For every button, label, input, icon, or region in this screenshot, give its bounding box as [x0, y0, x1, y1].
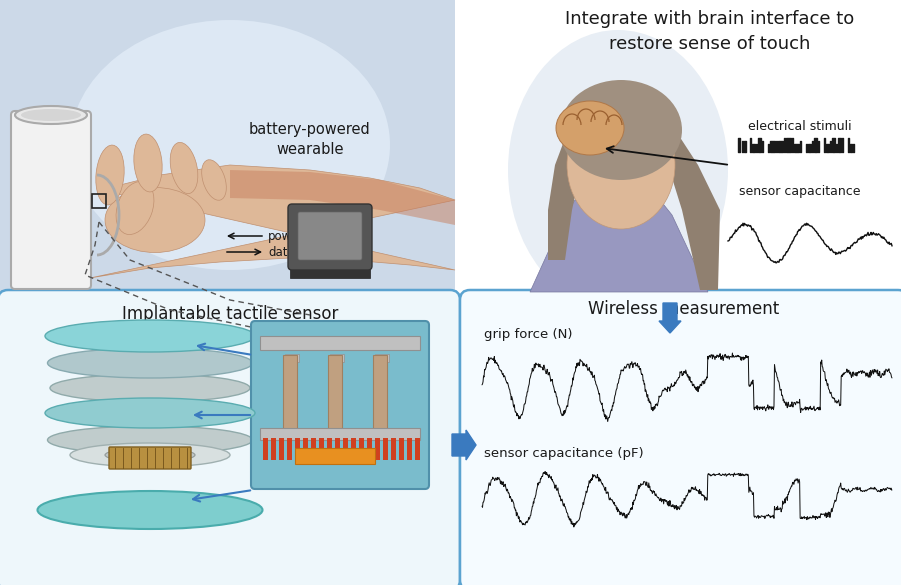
Ellipse shape — [50, 374, 250, 402]
Ellipse shape — [116, 181, 154, 235]
Bar — [399, 438, 404, 460]
Ellipse shape — [170, 142, 198, 194]
Bar — [319, 438, 324, 460]
FancyBboxPatch shape — [11, 111, 91, 289]
Ellipse shape — [105, 448, 195, 462]
Bar — [303, 438, 308, 460]
Text: Integrate with brain interface to
restore sense of touch: Integrate with brain interface to restor… — [565, 10, 855, 53]
FancyBboxPatch shape — [460, 290, 901, 585]
Bar — [359, 438, 364, 460]
Bar — [295, 448, 375, 464]
Bar — [295, 438, 300, 460]
Ellipse shape — [556, 101, 624, 155]
Bar — [287, 438, 292, 460]
Bar — [92, 194, 106, 208]
Ellipse shape — [38, 491, 262, 529]
Text: Implantable tactile sensor: Implantable tactile sensor — [122, 305, 338, 323]
Text: data: data — [268, 246, 295, 259]
Text: grip force (N): grip force (N) — [484, 328, 572, 341]
Ellipse shape — [48, 348, 252, 378]
FancyBboxPatch shape — [298, 212, 362, 260]
FancyBboxPatch shape — [288, 204, 372, 270]
Bar — [343, 438, 348, 460]
Ellipse shape — [202, 160, 226, 200]
FancyBboxPatch shape — [109, 447, 191, 469]
Ellipse shape — [560, 80, 682, 180]
Polygon shape — [548, 125, 595, 260]
Ellipse shape — [70, 20, 390, 270]
Bar — [367, 438, 372, 460]
Bar — [263, 438, 268, 460]
Ellipse shape — [15, 106, 87, 124]
FancyArrow shape — [452, 430, 476, 460]
Ellipse shape — [45, 398, 255, 428]
Text: sensor capacitance: sensor capacitance — [739, 185, 860, 198]
Bar — [383, 438, 388, 460]
Bar — [290, 266, 370, 278]
FancyBboxPatch shape — [251, 321, 429, 489]
Bar — [415, 438, 420, 460]
Ellipse shape — [105, 188, 205, 253]
Ellipse shape — [567, 101, 675, 229]
Bar — [351, 438, 356, 460]
Polygon shape — [530, 200, 708, 292]
Ellipse shape — [508, 30, 728, 310]
Bar — [375, 438, 380, 460]
Polygon shape — [230, 170, 455, 225]
Bar — [279, 438, 284, 460]
Ellipse shape — [48, 426, 252, 454]
Ellipse shape — [134, 134, 162, 192]
Bar — [328, 355, 342, 430]
Bar — [327, 438, 332, 460]
Bar — [375, 354, 389, 362]
Bar — [391, 438, 396, 460]
Text: electrical stimuli: electrical stimuli — [748, 120, 851, 133]
Ellipse shape — [96, 145, 124, 205]
Bar — [283, 355, 297, 430]
FancyBboxPatch shape — [0, 290, 460, 585]
Bar — [311, 438, 316, 460]
Bar — [335, 438, 340, 460]
Text: sensor capacitance (pF): sensor capacitance (pF) — [484, 447, 643, 460]
Bar — [285, 354, 299, 362]
Polygon shape — [650, 125, 720, 290]
Bar — [330, 354, 344, 362]
Text: power: power — [268, 230, 305, 243]
Text: Wireless measurement: Wireless measurement — [588, 300, 779, 318]
Ellipse shape — [21, 109, 81, 121]
FancyBboxPatch shape — [0, 0, 455, 292]
Bar — [271, 438, 276, 460]
Bar — [603, 183, 639, 215]
Ellipse shape — [70, 443, 230, 467]
FancyArrow shape — [659, 303, 681, 333]
Polygon shape — [90, 165, 455, 278]
Bar — [260, 428, 420, 440]
Text: battery-powered
wearable: battery-powered wearable — [249, 122, 371, 157]
Ellipse shape — [45, 320, 255, 352]
Bar — [407, 438, 412, 460]
Bar — [290, 208, 370, 220]
Bar — [373, 355, 387, 430]
Bar — [260, 336, 420, 350]
